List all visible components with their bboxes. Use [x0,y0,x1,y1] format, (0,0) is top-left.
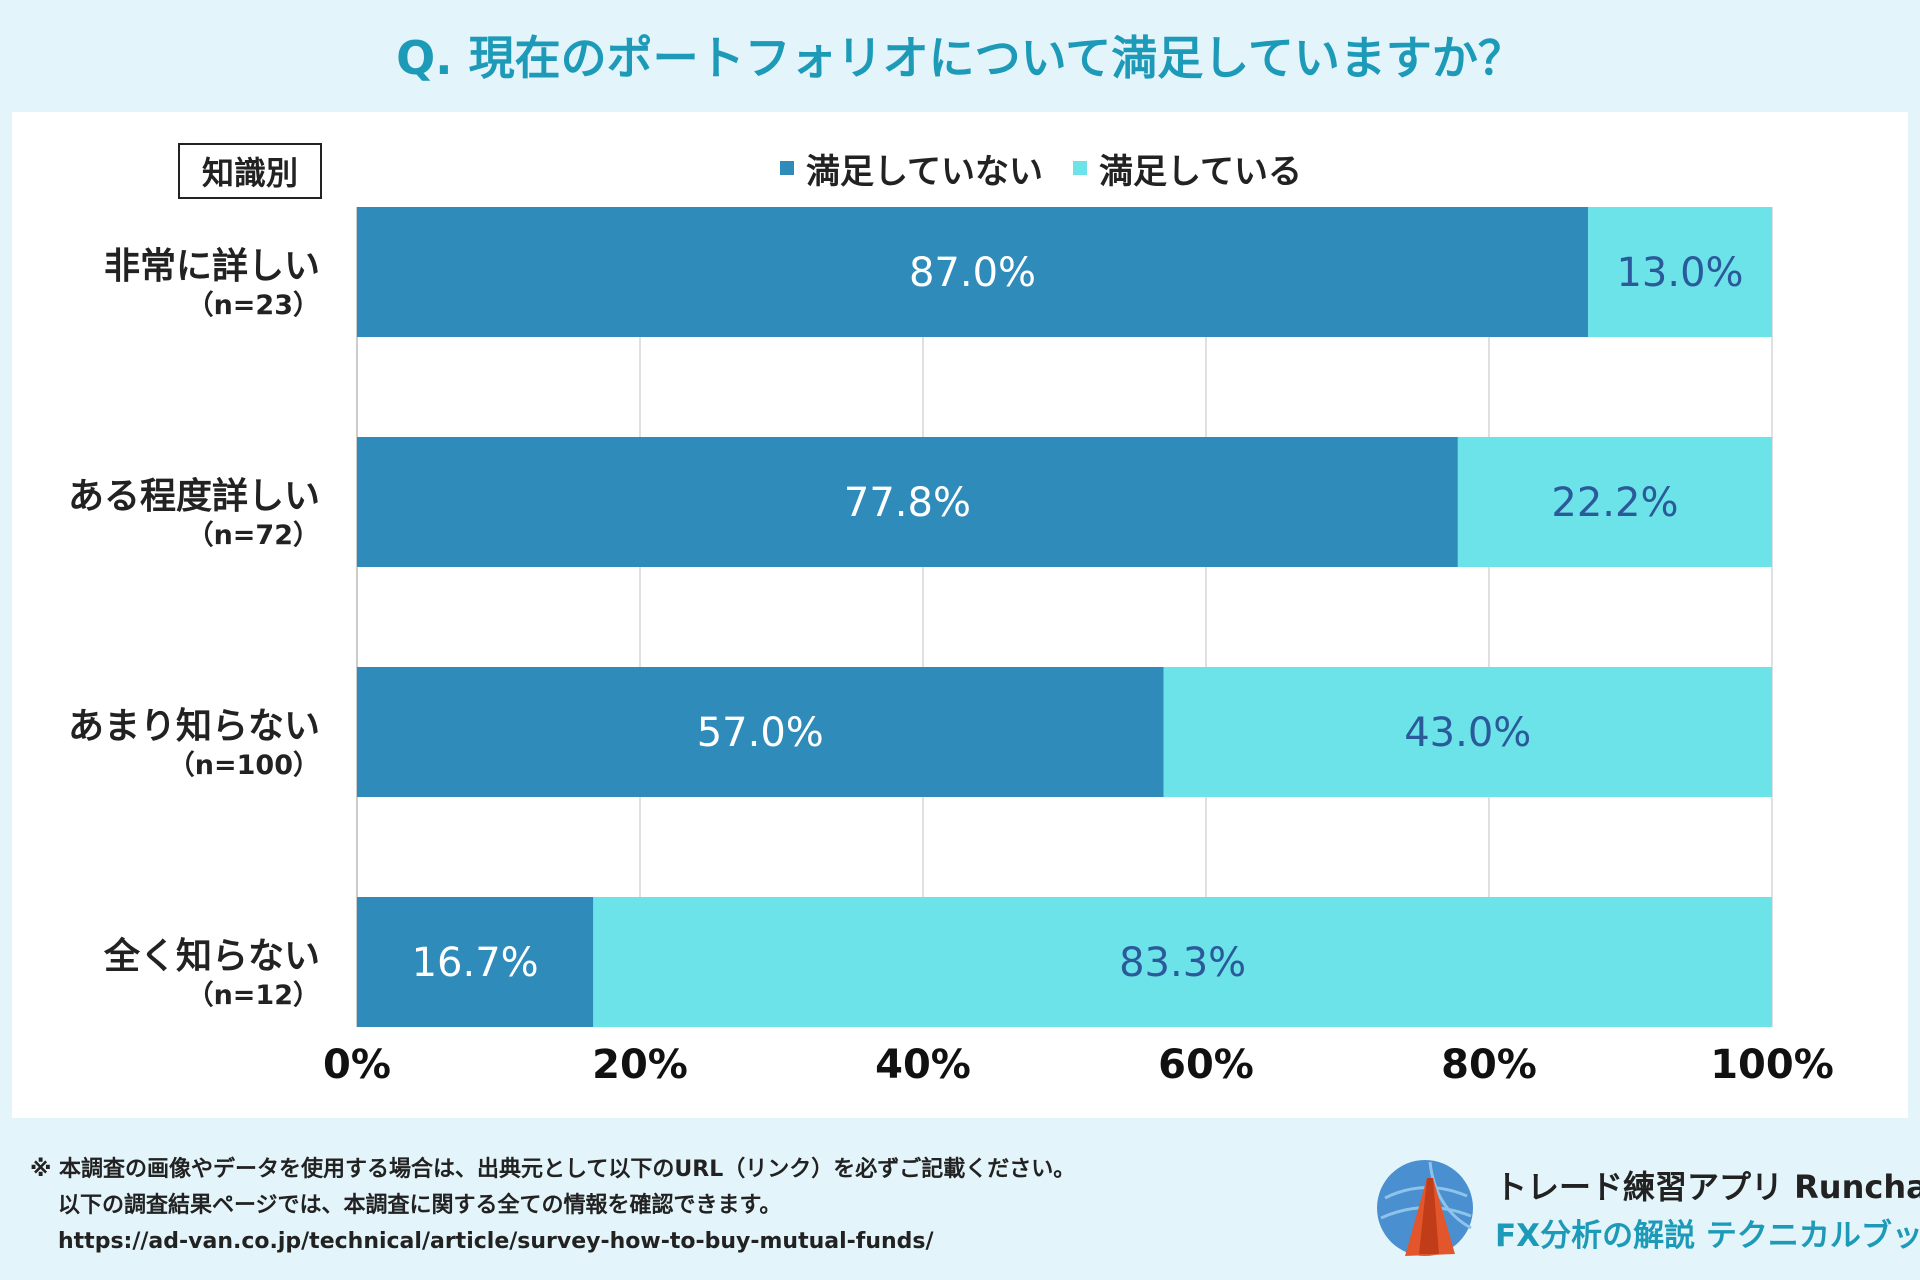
category-sample-size: （n=100） [167,750,320,781]
bar-segment [357,667,1164,797]
data-label: 16.7% [412,940,539,986]
category-name: 非常に詳しい [103,246,320,287]
footer-line-1: ※ 本調査の画像やデータを使用する場合は、出典元として以下のURL（リンク）を必… [30,1157,1076,1182]
bar-segment [1163,667,1772,797]
category-sample-size: （n=23） [186,290,320,321]
data-label: 87.0% [909,250,1036,296]
runcha-logo-icon [1377,1160,1473,1256]
legend-swatch-unsatisfied [780,161,794,175]
legend-item-unsatisfied: 満足していない [780,144,1043,193]
bar-segment [357,897,594,1027]
legend-label-satisfied: 満足している [1098,151,1302,192]
x-tick-label: 100% [1710,1042,1834,1088]
footer-note: ※ 本調査の画像やデータを使用する場合は、出典元として以下のURL（リンク）を必… [30,1152,1290,1260]
data-label: 13.0% [1616,250,1743,296]
category-name: ある程度詳しい [67,476,320,517]
x-tick-label: 40% [875,1042,971,1088]
footer-line-2: 以下の調査結果ページでは、本調査に関する全ての情報を確認できます。 [58,1193,782,1218]
data-label: 43.0% [1404,710,1531,756]
legend-label-unsatisfied: 満足していない [806,151,1043,192]
category-label: 非常に詳しい （n=23） [40,245,320,323]
category-name: 全く知らない [103,936,320,977]
legend: 満足していない 満足している [780,140,1302,196]
legend-swatch-satisfied [1072,161,1087,175]
data-label: 83.3% [1119,940,1246,986]
bar-segment [357,207,1589,337]
bar-segment [593,897,1773,1027]
bar-segment [1457,437,1772,567]
legend-item-satisfied: 満足している [1072,144,1302,193]
x-tick-label: 80% [1441,1042,1537,1088]
group-label: 知識別 [178,143,322,199]
brand: トレード練習アプリ Runcha FX分析の解説 テクニカルブック [1375,1150,1920,1260]
bar-segment [1588,207,1772,337]
category-sample-size: （n=72） [186,520,320,551]
data-label: 77.8% [844,480,971,526]
category-label: あまり知らない （n=100） [40,705,320,783]
page-title: Q. 現在のポートフォリオについて満足していますか？ [396,31,1524,85]
brand-line-2: FX分析の解説 テクニカルブック [1495,1218,1920,1254]
footer-url[interactable]: https://ad-van.co.jp/technical/article/s… [58,1229,934,1254]
x-tick-label: 0% [323,1042,391,1088]
stacked-bar-chart: 87.0% 13.0% 77.8% 22.2% 57.0% 43.0% 16.7% 83.3%… [323,207,1834,1088]
brand-line-1: トレード練習アプリ Runcha [1495,1168,1920,1206]
data-label: 57.0% [697,710,824,756]
category-label: ある程度詳しい （n=72） [40,475,320,553]
bar-segment [357,437,1458,567]
category-sample-size: （n=12） [186,980,320,1011]
data-label: 22.2% [1551,480,1678,526]
category-name: あまり知らない [67,706,320,747]
x-tick-label: 60% [1158,1042,1254,1088]
x-tick-label: 20% [592,1042,688,1088]
category-label: 全く知らない （n=12） [40,935,320,1013]
